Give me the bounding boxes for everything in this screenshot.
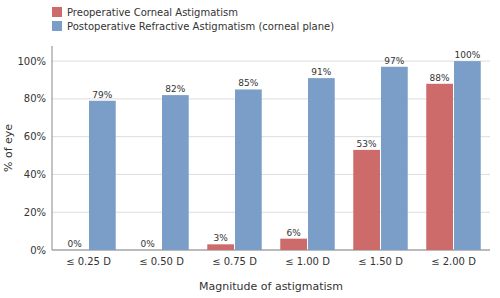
grid-line <box>52 136 490 137</box>
bars <box>89 61 481 250</box>
grid-line <box>52 212 490 213</box>
bar <box>134 250 161 251</box>
legend: Preoperative Corneal Astigmatism Postoper… <box>52 7 334 32</box>
bar <box>162 95 189 250</box>
y-axis: 0% 20% 40% 60% 80% 100% <box>17 56 490 256</box>
legend-swatch <box>52 21 62 31</box>
x-axis-title: Magnitude of astigmatism <box>199 280 343 293</box>
x-tick-label: ≤ 0.50 D <box>139 256 184 267</box>
data-label: 82% <box>165 84 185 94</box>
x-axis: ≤ 0.25 D ≤ 0.50 D ≤ 0.75 D ≤ 1.00 D ≤ 1.50 D… <box>66 256 476 267</box>
y-axis-line <box>52 46 53 250</box>
bar <box>308 78 335 250</box>
y-tick-label: 0% <box>30 245 46 256</box>
bar <box>381 67 408 250</box>
bar <box>61 250 88 251</box>
y-tick-label: 60% <box>24 131 46 142</box>
data-label: 6% <box>286 228 301 238</box>
data-label: 100% <box>455 50 481 60</box>
grid-line <box>52 174 490 175</box>
data-label: 53% <box>357 139 377 149</box>
bar <box>454 61 481 250</box>
legend-swatch <box>52 7 62 17</box>
x-tick-label: ≤ 2.00 D <box>431 256 476 267</box>
data-label: 91% <box>311 67 331 77</box>
legend-label: Preoperative Corneal Astigmatism <box>67 7 238 18</box>
bar <box>207 244 234 250</box>
chart-svg: Preoperative Corneal Astigmatism Postoper… <box>0 0 500 298</box>
data-label: 3% <box>213 233 228 243</box>
grid-line <box>52 61 490 62</box>
data-label: 85% <box>238 78 258 88</box>
grid-line <box>52 98 490 99</box>
x-tick-label: ≤ 0.25 D <box>66 256 111 267</box>
legend-label: Postoperative Refractive Astigmatism (co… <box>67 21 334 32</box>
bar <box>280 239 307 250</box>
y-axis-title: % of eye <box>2 124 15 172</box>
bar <box>353 150 380 250</box>
data-label: 88% <box>430 73 450 83</box>
y-tick-label: 40% <box>24 169 46 180</box>
bar <box>426 84 453 250</box>
grid-line <box>52 250 490 251</box>
data-label: 0% <box>67 239 82 249</box>
chart-container: Preoperative Corneal Astigmatism Postoper… <box>0 0 500 298</box>
data-label: 97% <box>384 56 404 66</box>
bar <box>89 101 116 250</box>
data-labels: 0% 0% 3% 6% 53% 88% 79% 82% 85% 91% 97% 100% <box>67 50 480 249</box>
y-tick-label: 100% <box>17 56 46 67</box>
x-axis-line <box>52 250 490 251</box>
data-label: 79% <box>92 90 112 100</box>
x-tick-label: ≤ 1.00 D <box>285 256 330 267</box>
y-tick-label: 20% <box>24 207 46 218</box>
bar <box>235 89 262 250</box>
y-tick-label: 80% <box>24 93 46 104</box>
x-tick-label: ≤ 1.50 D <box>358 256 403 267</box>
data-label: 0% <box>140 239 155 249</box>
x-tick-label: ≤ 0.75 D <box>212 256 257 267</box>
